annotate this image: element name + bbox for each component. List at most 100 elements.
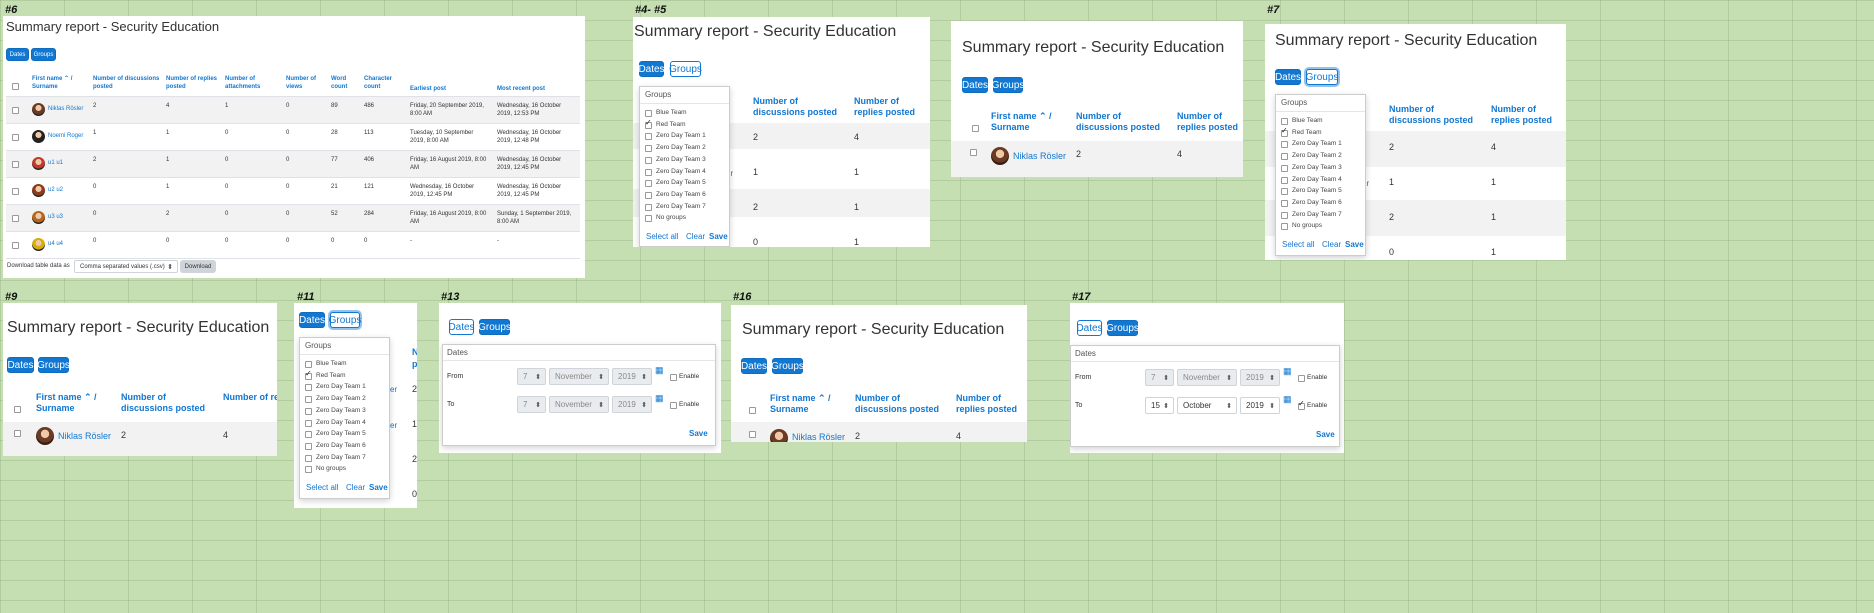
clear-link[interactable]: Clear [1322, 240, 1342, 249]
enable-checkbox[interactable] [1298, 375, 1305, 382]
groups-button[interactable]: Groups [771, 358, 804, 374]
user-name-link[interactable]: Niklas Rösler [58, 431, 112, 441]
groups-button[interactable]: Groups [992, 77, 1024, 93]
month-select[interactable]: October [1177, 397, 1237, 414]
dates-button[interactable]: Dates [7, 357, 34, 373]
select-all-checkbox[interactable] [749, 407, 756, 414]
calendar-icon[interactable]: ▦ [1283, 394, 1292, 404]
col-header-discussions[interactable]: Number of discussions posted [121, 392, 206, 414]
calendar-icon[interactable]: ▦ [655, 365, 664, 375]
groups-button[interactable]: Groups [37, 357, 70, 373]
user-name-link[interactable]: u2 u2 [48, 187, 64, 193]
download-format-select[interactable]: Comma separated values (.csv) [74, 260, 178, 273]
dates-button[interactable]: Dates [299, 312, 325, 328]
group-checkbox[interactable] [305, 454, 312, 462]
group-checkbox[interactable] [645, 215, 652, 223]
row-checkbox[interactable] [12, 242, 19, 249]
group-checkbox[interactable] [1281, 188, 1288, 196]
day-select[interactable]: 7 [1145, 369, 1174, 386]
user-name-link[interactable]: er [390, 385, 398, 394]
user-name-link[interactable]: u1 u1 [48, 160, 64, 166]
save-link[interactable]: Save [689, 429, 708, 438]
select-all-checkbox[interactable] [972, 125, 979, 132]
year-select[interactable]: 2019 [1240, 397, 1280, 414]
download-button[interactable]: Download [180, 260, 216, 273]
dates-button[interactable]: Dates [1275, 69, 1301, 85]
dates-button[interactable]: Dates [448, 319, 475, 335]
col-header-discussions[interactable]: Number of discussions posted [855, 393, 940, 415]
group-checkbox[interactable] [645, 133, 652, 141]
groups-button[interactable]: Groups [31, 48, 56, 61]
user-name-link[interactable]: Niklas Rösler [48, 106, 84, 112]
col-header-replies[interactable]: Number of replies posted [854, 96, 916, 118]
user-name-link[interactable]: Niklas Rösler [792, 432, 846, 442]
group-checkbox[interactable] [645, 110, 652, 117]
user-name-link[interactable]: u3 u3 [48, 214, 64, 220]
year-select[interactable]: 2019 [1240, 369, 1280, 386]
group-checkbox[interactable] [305, 466, 312, 474]
group-checkbox[interactable] [645, 156, 652, 164]
col-header-name[interactable]: First name ⌃ / Surname [770, 393, 831, 415]
dates-button[interactable]: Dates [6, 48, 29, 61]
user-name-link[interactable]: er [390, 421, 398, 430]
month-select[interactable]: November [549, 368, 609, 385]
row-checkbox[interactable] [12, 161, 19, 168]
row-checkbox[interactable] [749, 431, 756, 438]
col-header-name[interactable]: First name ⌃ / Surname [32, 76, 73, 90]
groups-button[interactable]: Groups [669, 61, 702, 77]
group-checkbox[interactable] [305, 442, 312, 450]
month-select[interactable]: November [1177, 369, 1237, 386]
group-checkbox[interactable] [1281, 126, 1288, 137]
col-header-recent[interactable]: Most recent post [497, 86, 546, 92]
col-header-discussions[interactable]: Number of discussions posted [753, 96, 838, 118]
day-select[interactable]: 7 [517, 396, 546, 413]
select-all-checkbox[interactable] [12, 83, 19, 90]
user-name-link[interactable]: Noemi Roger [48, 133, 84, 139]
dates-button[interactable]: Dates [741, 358, 767, 374]
row-checkbox[interactable] [12, 134, 19, 141]
calendar-icon[interactable]: ▦ [655, 393, 664, 403]
select-all-link[interactable]: Select all [306, 483, 339, 492]
col-header-replies[interactable]: Number of replies posted [956, 393, 1018, 415]
group-checkbox[interactable] [305, 369, 312, 380]
group-checkbox[interactable] [305, 396, 312, 404]
enable-checkbox[interactable] [670, 374, 677, 381]
row-checkbox[interactable] [12, 107, 19, 114]
day-select[interactable]: 15 [1145, 397, 1174, 414]
groups-button[interactable]: Groups [1306, 69, 1338, 85]
group-checkbox[interactable] [305, 407, 312, 415]
year-select[interactable]: 2019 [612, 368, 652, 385]
group-checkbox[interactable] [305, 384, 312, 392]
col-header-views[interactable]: Number of views [286, 76, 316, 90]
col-header-attachments[interactable]: Number of attachments [225, 76, 261, 90]
col-header-name[interactable]: First name ⌃ / Surname [991, 111, 1052, 133]
save-link[interactable]: Save [709, 232, 728, 241]
group-checkbox[interactable] [1281, 199, 1288, 207]
col-header-characters[interactable]: Character count [364, 76, 393, 90]
dates-button[interactable]: Dates [962, 77, 988, 93]
group-checkbox[interactable] [645, 168, 652, 176]
enable-checkbox[interactable] [1298, 399, 1305, 410]
group-checkbox[interactable] [1281, 141, 1288, 149]
select-all-checkbox[interactable] [14, 406, 21, 413]
row-checkbox[interactable] [14, 430, 21, 437]
col-header-discussions[interactable]: Number of discussions posted [1076, 111, 1161, 133]
group-checkbox[interactable] [645, 145, 652, 153]
group-checkbox[interactable] [305, 419, 312, 427]
group-checkbox[interactable] [645, 118, 652, 129]
user-name-link[interactable]: u4 u4 [48, 241, 64, 247]
col-header-name[interactable]: First name ⌃ / Surname [36, 392, 97, 414]
select-all-link[interactable]: Select all [646, 232, 679, 241]
groups-button[interactable]: Groups [1106, 320, 1139, 336]
year-select[interactable]: 2019 [612, 396, 652, 413]
user-name-link[interactable]: Niklas Rösler [1013, 151, 1067, 161]
col-header-replies[interactable]: Number of replies posted [1491, 104, 1553, 126]
dates-button[interactable]: Dates [1076, 320, 1103, 336]
day-select[interactable]: 7 [517, 368, 546, 385]
group-checkbox[interactable] [1281, 118, 1288, 125]
group-checkbox[interactable] [1281, 153, 1288, 161]
enable-checkbox[interactable] [670, 402, 677, 409]
row-checkbox[interactable] [12, 188, 19, 195]
col-header-replies[interactable]: Number of replie posted [223, 392, 277, 402]
save-link[interactable]: Save [1316, 430, 1335, 439]
